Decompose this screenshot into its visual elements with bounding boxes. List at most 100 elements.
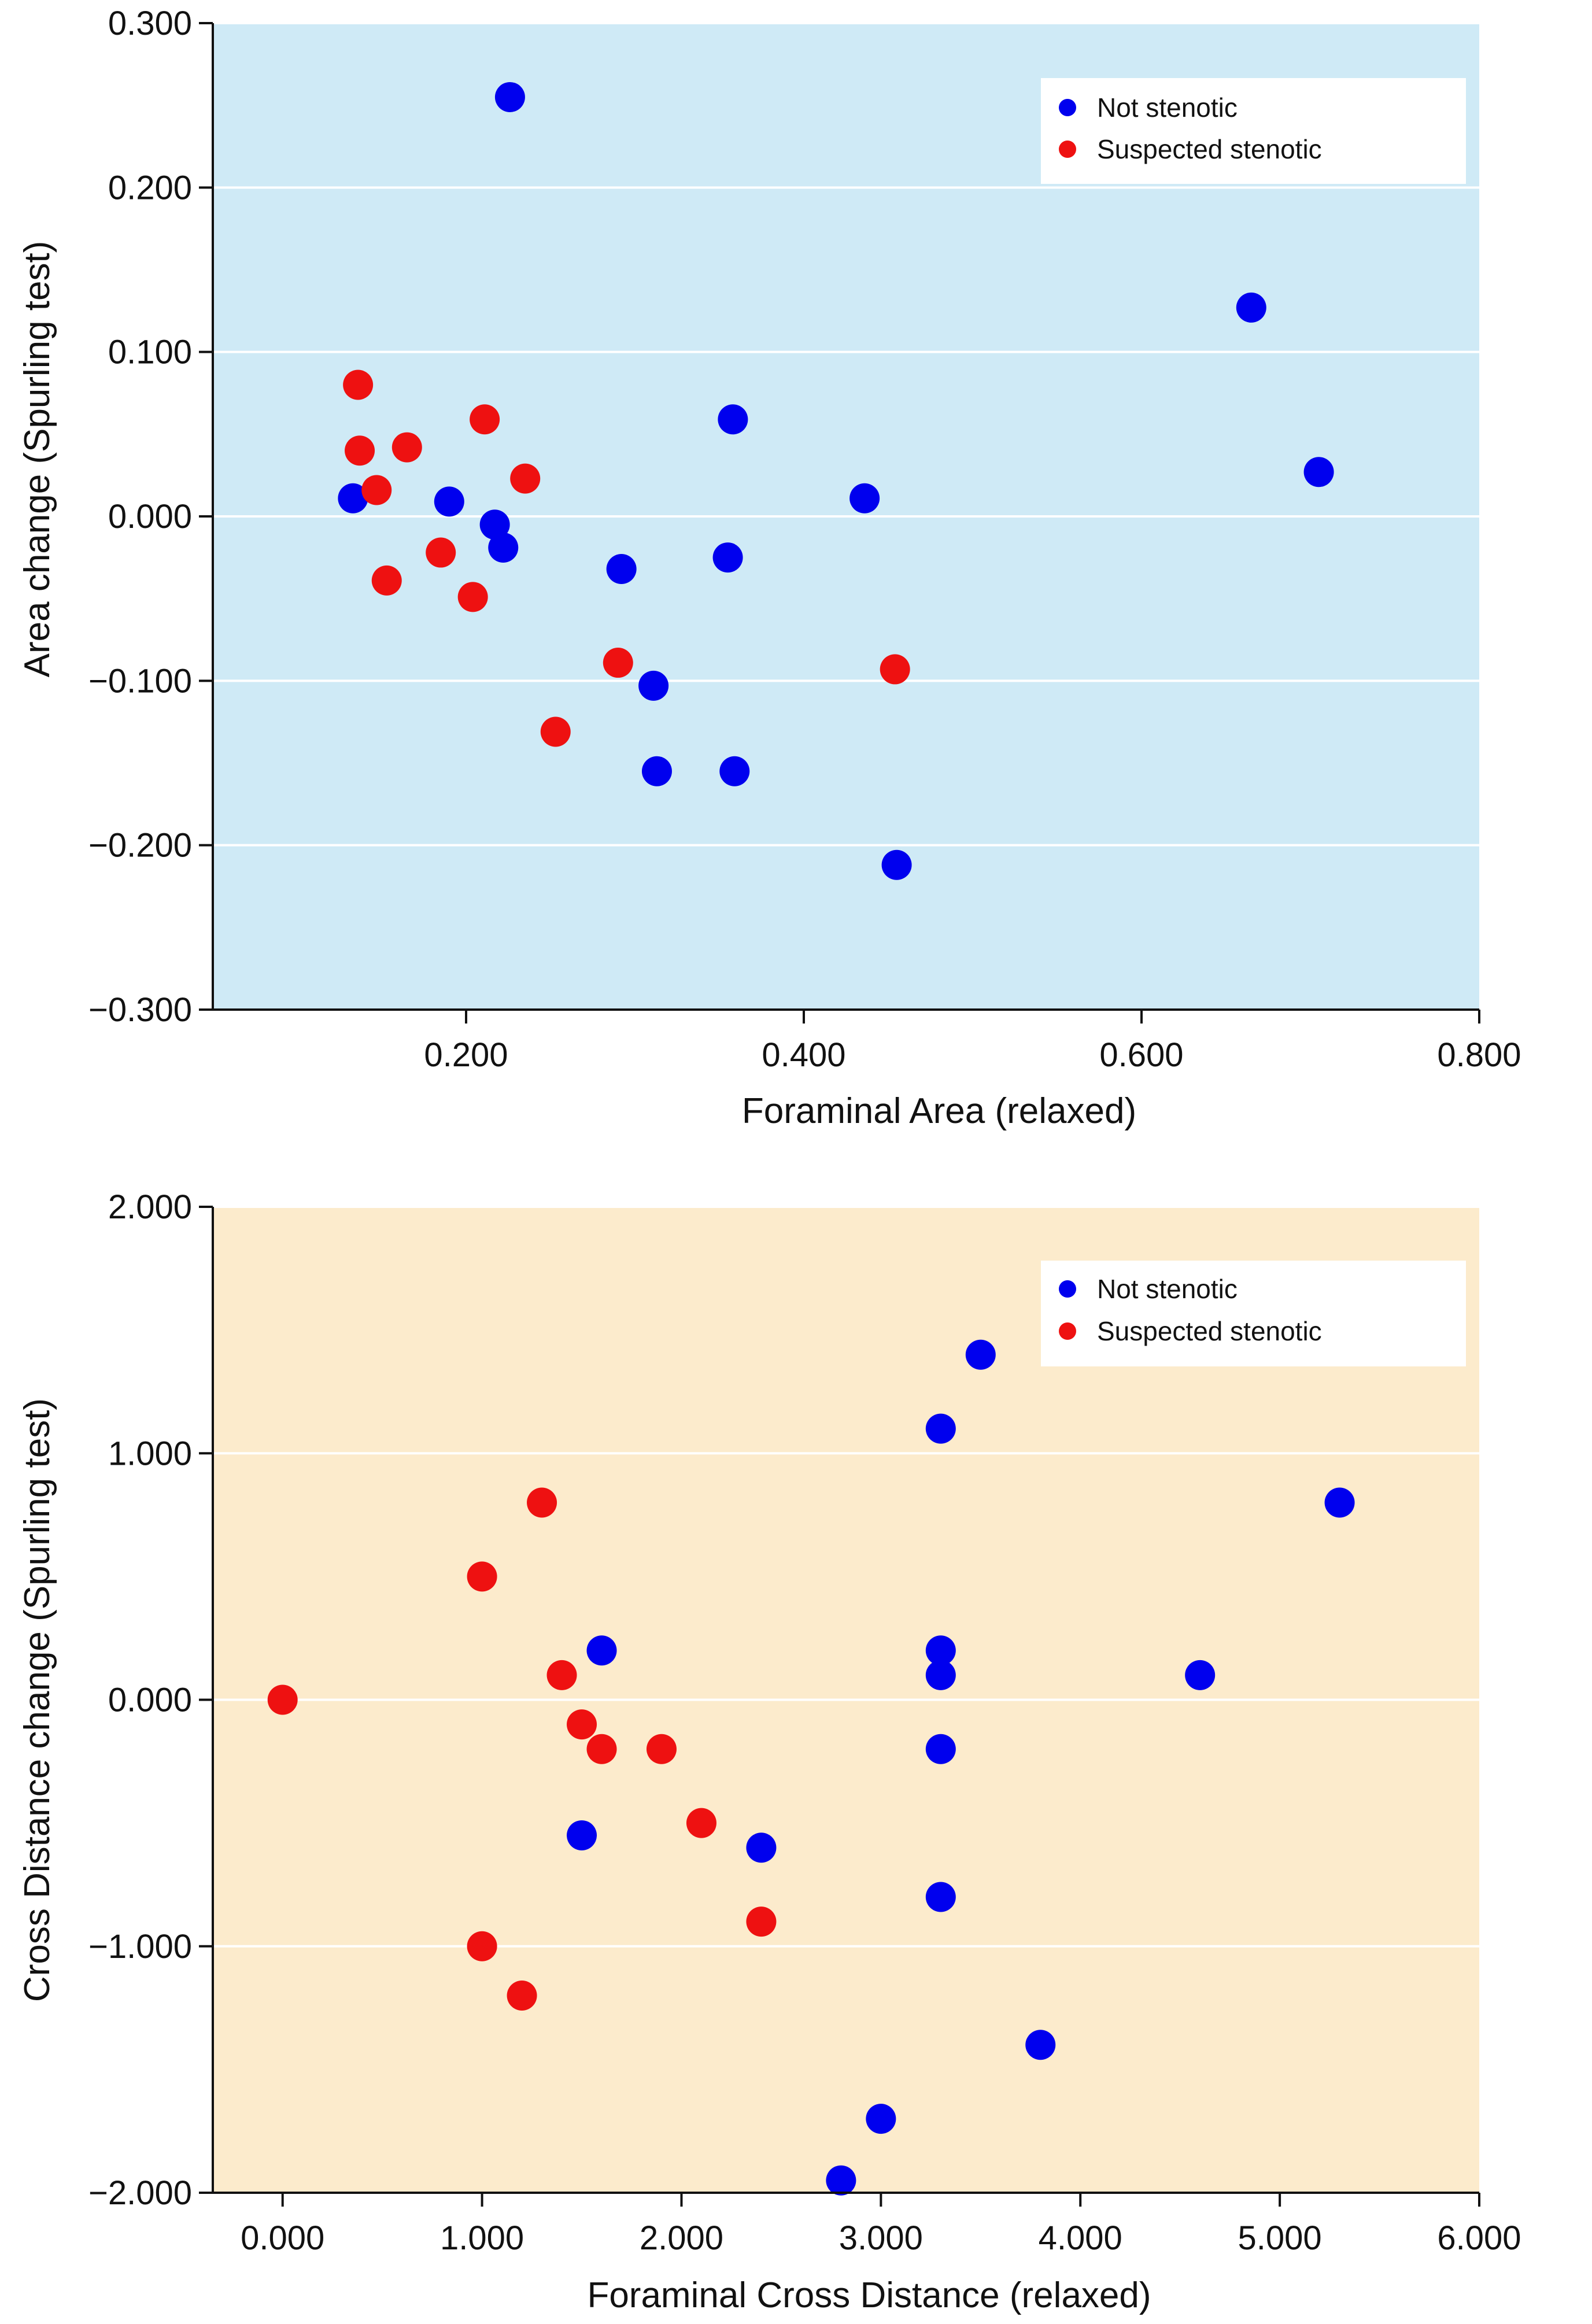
legend-box (1041, 78, 1466, 184)
point-suspected-stenotic (467, 1561, 497, 1592)
x-tick-label: 0.000 (241, 2219, 324, 2257)
y-tick-label: 0.000 (108, 498, 192, 535)
point-not-stenotic (1025, 2030, 1056, 2060)
point-not-stenotic (606, 553, 637, 584)
y-tick-label: −1.000 (88, 1928, 192, 1965)
point-not-stenotic (925, 1660, 956, 1690)
y-tick-label: −0.200 (88, 827, 192, 864)
point-not-stenotic (925, 1734, 956, 1764)
point-not-stenotic (881, 849, 912, 880)
y-tick-label: 2.000 (108, 1188, 192, 1226)
point-suspected-stenotic (371, 565, 402, 596)
legend-marker-suspected-stenotic (1059, 1322, 1076, 1340)
y-tick-label: 0.300 (108, 5, 192, 42)
y-tick-label: 0.200 (108, 169, 192, 206)
point-suspected-stenotic (467, 1931, 497, 1961)
x-tick-label: 3.000 (839, 2219, 923, 2257)
legend-label-suspected-stenotic: Suspected stenotic (1097, 134, 1322, 164)
point-not-stenotic (1303, 457, 1334, 487)
x-axis-ticks: 0.000 1.000 2.000 3.000 4.000 5.000 6.000 (241, 2193, 1521, 2257)
point-suspected-stenotic (880, 654, 910, 685)
x-tick-label: 0.400 (762, 1036, 845, 1074)
point-not-stenotic (567, 1820, 597, 1850)
point-not-stenotic (849, 483, 880, 513)
point-suspected-stenotic (527, 1487, 557, 1518)
point-suspected-stenotic (686, 1808, 716, 1838)
point-suspected-stenotic (470, 404, 500, 435)
point-suspected-stenotic (603, 648, 633, 678)
legend-box (1041, 1261, 1466, 1366)
y-tick-label: −0.100 (88, 662, 192, 700)
x-axis-title: Foraminal Area (relaxed) (742, 1091, 1136, 1131)
legend-label-suspected-stenotic: Suspected stenotic (1097, 1316, 1322, 1346)
point-not-stenotic (638, 670, 669, 701)
legend: Not stenotic Suspected stenotic (1041, 1261, 1466, 1366)
point-not-stenotic (965, 1339, 996, 1370)
point-not-stenotic (641, 756, 672, 786)
point-not-stenotic (338, 483, 368, 513)
point-suspected-stenotic (540, 716, 571, 747)
gridlines (213, 22, 1479, 847)
point-not-stenotic (826, 2165, 856, 2196)
legend-marker-not-stenotic (1059, 99, 1076, 116)
y-tick-label: −2.000 (88, 2174, 192, 2212)
data-points (267, 1339, 1355, 2196)
point-suspected-stenotic (267, 1684, 298, 1715)
x-tick-label: 0.600 (1099, 1036, 1183, 1074)
point-suspected-stenotic (361, 475, 392, 505)
point-not-stenotic (479, 509, 510, 540)
legend-marker-not-stenotic (1059, 1280, 1076, 1298)
point-not-stenotic (925, 1635, 956, 1666)
point-suspected-stenotic (457, 582, 488, 612)
point-not-stenotic (746, 1832, 777, 1863)
legend-label-not-stenotic: Not stenotic (1097, 93, 1238, 123)
point-not-stenotic (925, 1413, 956, 1444)
point-not-stenotic (925, 1882, 956, 1912)
x-axis-ticks: 0.200 0.400 0.600 0.800 (424, 1010, 1521, 1074)
point-suspected-stenotic (510, 463, 541, 494)
legend: Not stenotic Suspected stenotic (1041, 78, 1466, 184)
y-axis-title: Area change (Spurling test) (17, 241, 57, 678)
gridlines (213, 1206, 1479, 1948)
x-tick-label: 4.000 (1039, 2219, 1122, 2257)
y-axis-ticks: −0.300 −0.200 −0.100 0.000 0.100 0.200 0.300 (88, 5, 213, 1029)
point-not-stenotic (494, 82, 525, 112)
point-suspected-stenotic (426, 537, 456, 568)
point-not-stenotic (718, 404, 748, 435)
point-not-stenotic (586, 1635, 617, 1666)
point-suspected-stenotic (746, 1907, 777, 1937)
point-suspected-stenotic (507, 1981, 537, 2011)
point-not-stenotic (1324, 1487, 1355, 1518)
point-not-stenotic (712, 542, 743, 573)
x-tick-label: 0.800 (1437, 1036, 1521, 1074)
point-suspected-stenotic (567, 1709, 597, 1740)
point-suspected-stenotic (391, 432, 422, 463)
y-axis-title: Cross Distance change (Spurling test) (17, 1398, 57, 2002)
y-tick-label: 0.000 (108, 1682, 192, 1719)
x-tick-label: 5.000 (1238, 2219, 1322, 2257)
chart-foraminal-cross-distance: −2.000 −1.000 0.000 1.000 2.000 0.000 1.000 2.… (17, 1188, 1521, 2315)
point-suspected-stenotic (546, 1660, 577, 1690)
y-axis-ticks: −2.000 −1.000 0.000 1.000 2.000 (88, 1188, 213, 2212)
legend-marker-suspected-stenotic (1059, 141, 1076, 158)
point-not-stenotic (1185, 1660, 1216, 1690)
y-tick-label: 1.000 (108, 1435, 192, 1472)
y-tick-label: −0.300 (88, 991, 192, 1029)
point-suspected-stenotic (646, 1734, 677, 1764)
point-not-stenotic (719, 756, 750, 786)
x-axis-title: Foraminal Cross Distance (relaxed) (587, 2275, 1151, 2315)
point-suspected-stenotic (586, 1734, 617, 1764)
legend-label-not-stenotic: Not stenotic (1097, 1274, 1238, 1304)
point-suspected-stenotic (345, 435, 375, 466)
x-tick-label: 6.000 (1437, 2219, 1521, 2257)
chart-foraminal-area: −0.300 −0.200 −0.100 0.000 0.100 0.200 0.300 0… (17, 5, 1521, 1131)
point-not-stenotic (866, 2104, 896, 2134)
point-not-stenotic (488, 533, 519, 563)
point-not-stenotic (434, 486, 464, 517)
point-not-stenotic (1236, 292, 1266, 323)
y-tick-label: 0.100 (108, 334, 192, 371)
point-suspected-stenotic (343, 370, 374, 400)
x-tick-label: 1.000 (440, 2219, 524, 2257)
x-tick-label: 0.200 (424, 1036, 508, 1074)
